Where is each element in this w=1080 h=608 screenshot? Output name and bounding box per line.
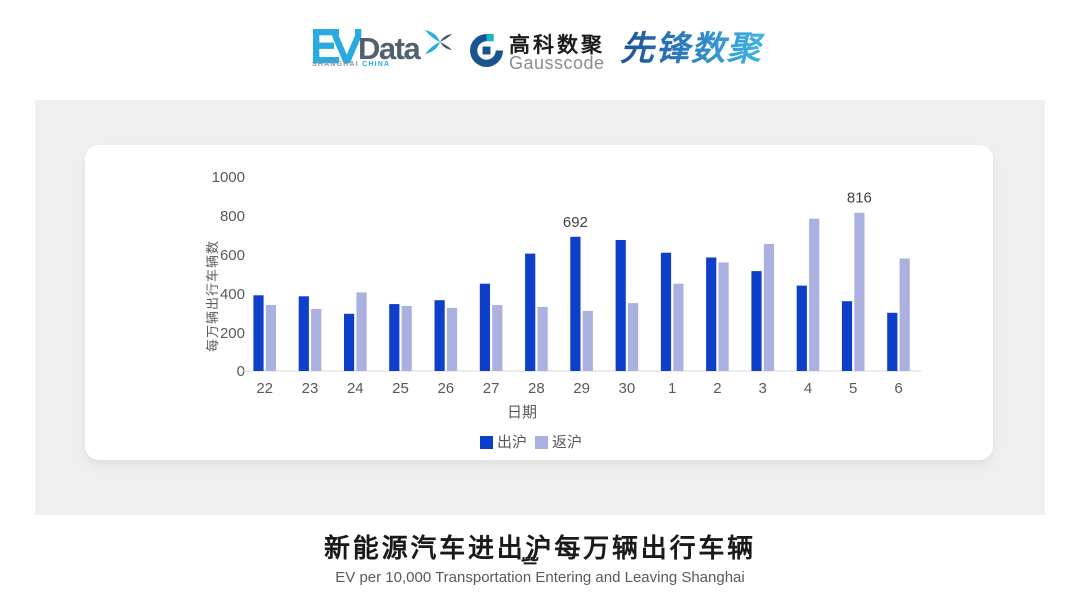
- svg-text:22: 22: [256, 380, 273, 397]
- svg-text:30: 30: [619, 380, 636, 397]
- svg-text:5: 5: [849, 380, 857, 397]
- svg-text:200: 200: [220, 325, 245, 342]
- svg-text:24: 24: [347, 380, 364, 397]
- svg-text:600: 600: [220, 247, 245, 264]
- svg-text:2: 2: [713, 380, 721, 397]
- svg-text:4: 4: [804, 380, 812, 397]
- svg-text:出沪: 出沪: [497, 434, 527, 451]
- svg-text:先锋数聚: 先锋数聚: [620, 30, 765, 68]
- svg-text:800: 800: [220, 208, 245, 225]
- svg-text:23: 23: [302, 380, 319, 397]
- svg-text:28: 28: [528, 380, 545, 397]
- svg-text:1: 1: [668, 380, 676, 397]
- svg-text:1000: 1000: [212, 169, 245, 186]
- svg-text:26: 26: [437, 380, 454, 397]
- svg-text:25: 25: [392, 380, 409, 397]
- svg-text:日期: 日期: [507, 404, 537, 421]
- svg-text:27: 27: [483, 380, 500, 397]
- svg-text:返沪: 返沪: [552, 434, 582, 451]
- svg-text:29: 29: [573, 380, 590, 397]
- svg-text:3: 3: [759, 380, 767, 397]
- svg-text:6: 6: [894, 380, 902, 397]
- svg-text:400: 400: [220, 286, 245, 303]
- svg-text:692: 692: [563, 214, 588, 231]
- svg-text:816: 816: [847, 190, 872, 207]
